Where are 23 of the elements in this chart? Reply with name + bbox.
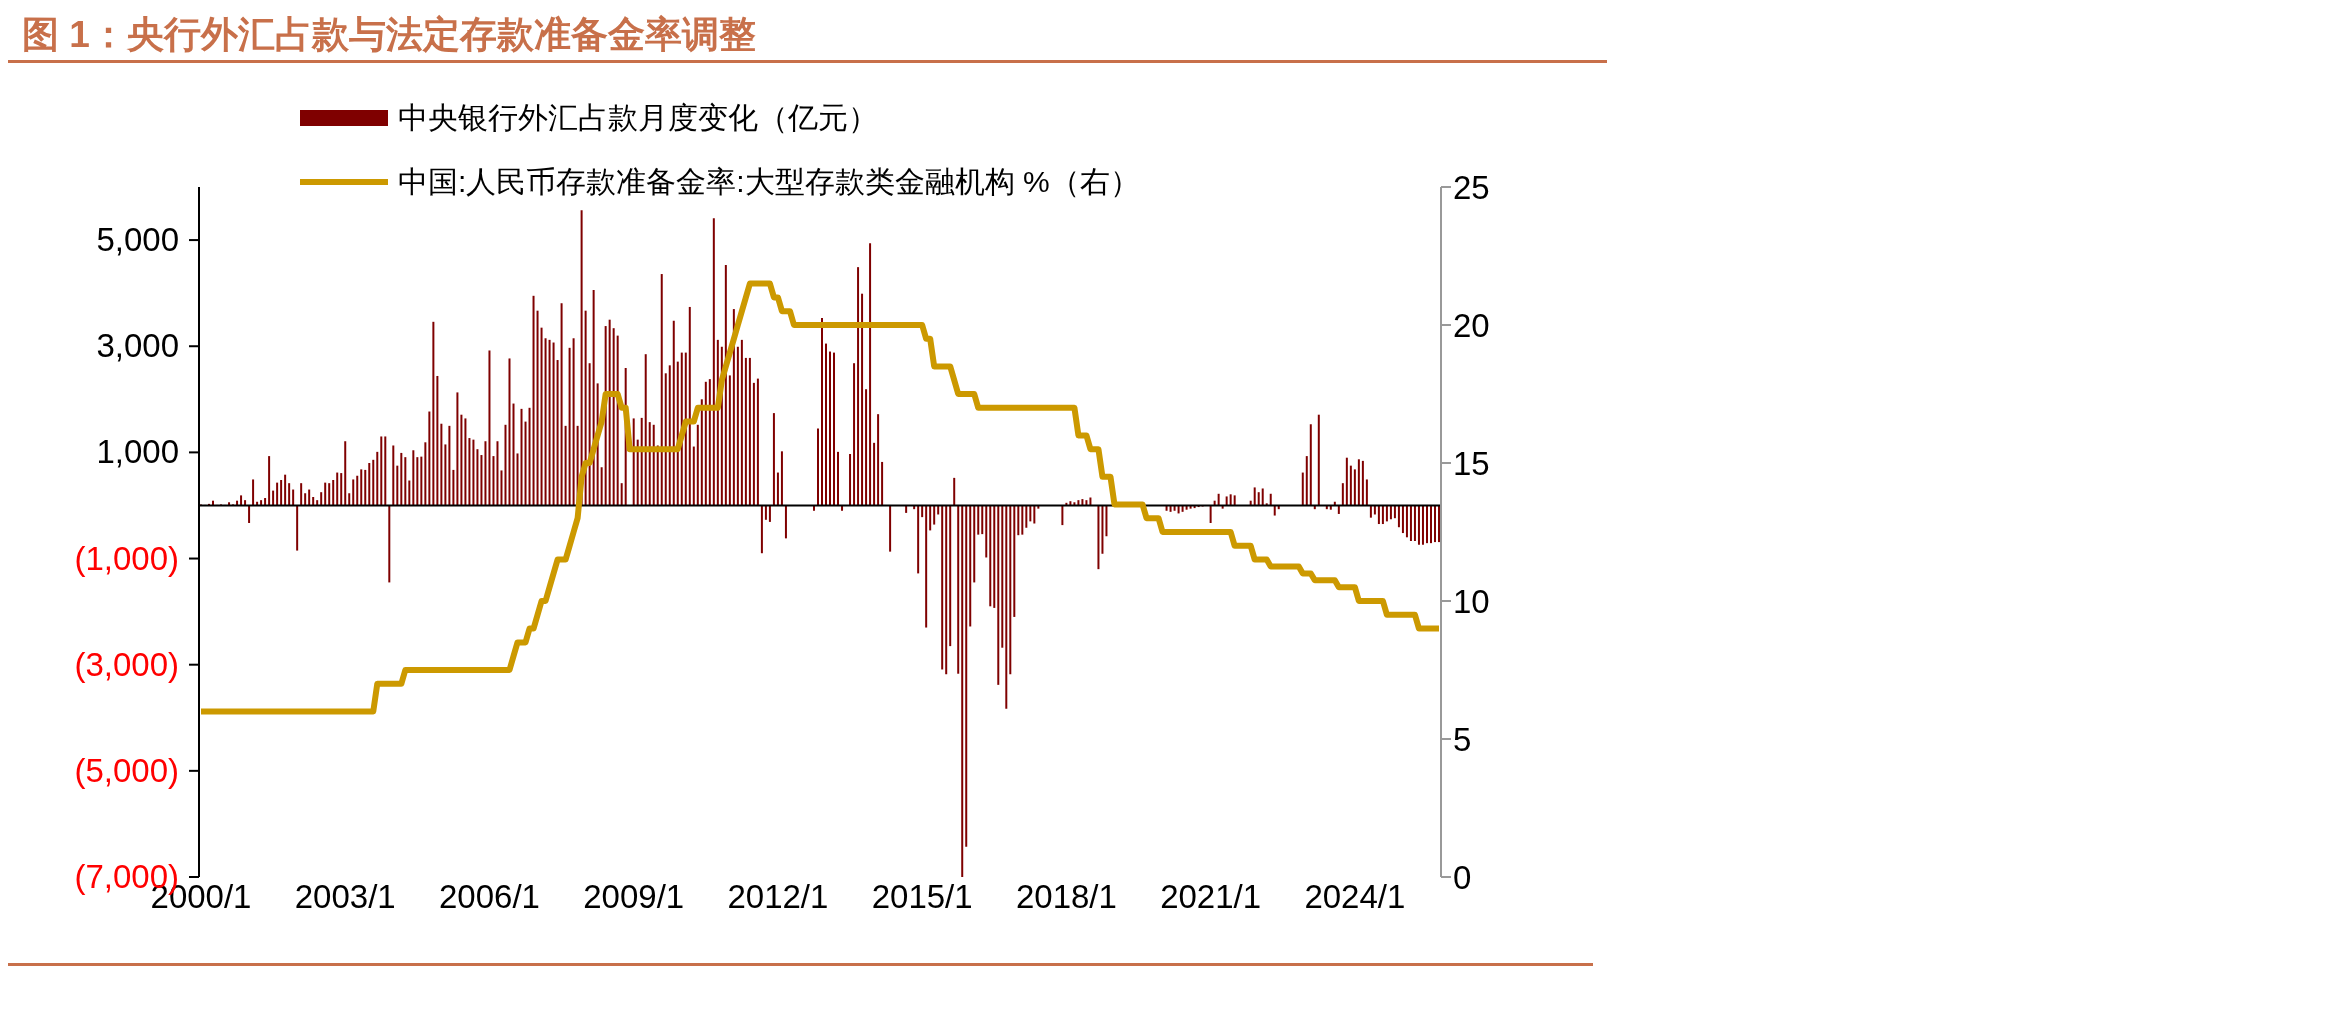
x-tick-label: 2018/1 <box>1015 878 1117 916</box>
y-tick-label: (1,000) <box>74 539 179 577</box>
y-tick-label: (5,000) <box>74 751 179 789</box>
y-tick-label: 1,000 <box>96 433 179 471</box>
y2-tick-label: 15 <box>1453 444 1490 482</box>
legend-label: 中国:人民币存款准备金率:大型存款类金融机构 %（右） <box>398 163 1140 200</box>
y2-tick-label: 5 <box>1453 720 1472 758</box>
legend-label: 中央银行外汇占款月度变化（亿元） <box>398 99 878 136</box>
y-tick-label: 3,000 <box>96 327 179 365</box>
y2-tick-label: 20 <box>1453 306 1490 344</box>
y2-tick-label: 0 <box>1453 858 1472 896</box>
x-tick-label: 2024/1 <box>1304 878 1406 916</box>
y-tick-label: (3,000) <box>74 645 179 683</box>
y2-tick-label: 10 <box>1453 582 1490 620</box>
x-tick-label: 2006/1 <box>439 878 540 916</box>
x-tick-label: 2009/1 <box>583 878 685 916</box>
chart-title: 图 1：央行外汇占款与法定存款准备金率调整 <box>22 14 756 55</box>
y2-tick-label: 25 <box>1453 168 1490 206</box>
x-tick-label: 2012/1 <box>727 878 829 916</box>
x-tick-label: 2015/1 <box>871 878 973 916</box>
x-tick-label: 2003/1 <box>294 878 396 916</box>
x-tick-label: 2021/1 <box>1160 878 1262 916</box>
y-tick-label: 5,000 <box>96 221 179 259</box>
